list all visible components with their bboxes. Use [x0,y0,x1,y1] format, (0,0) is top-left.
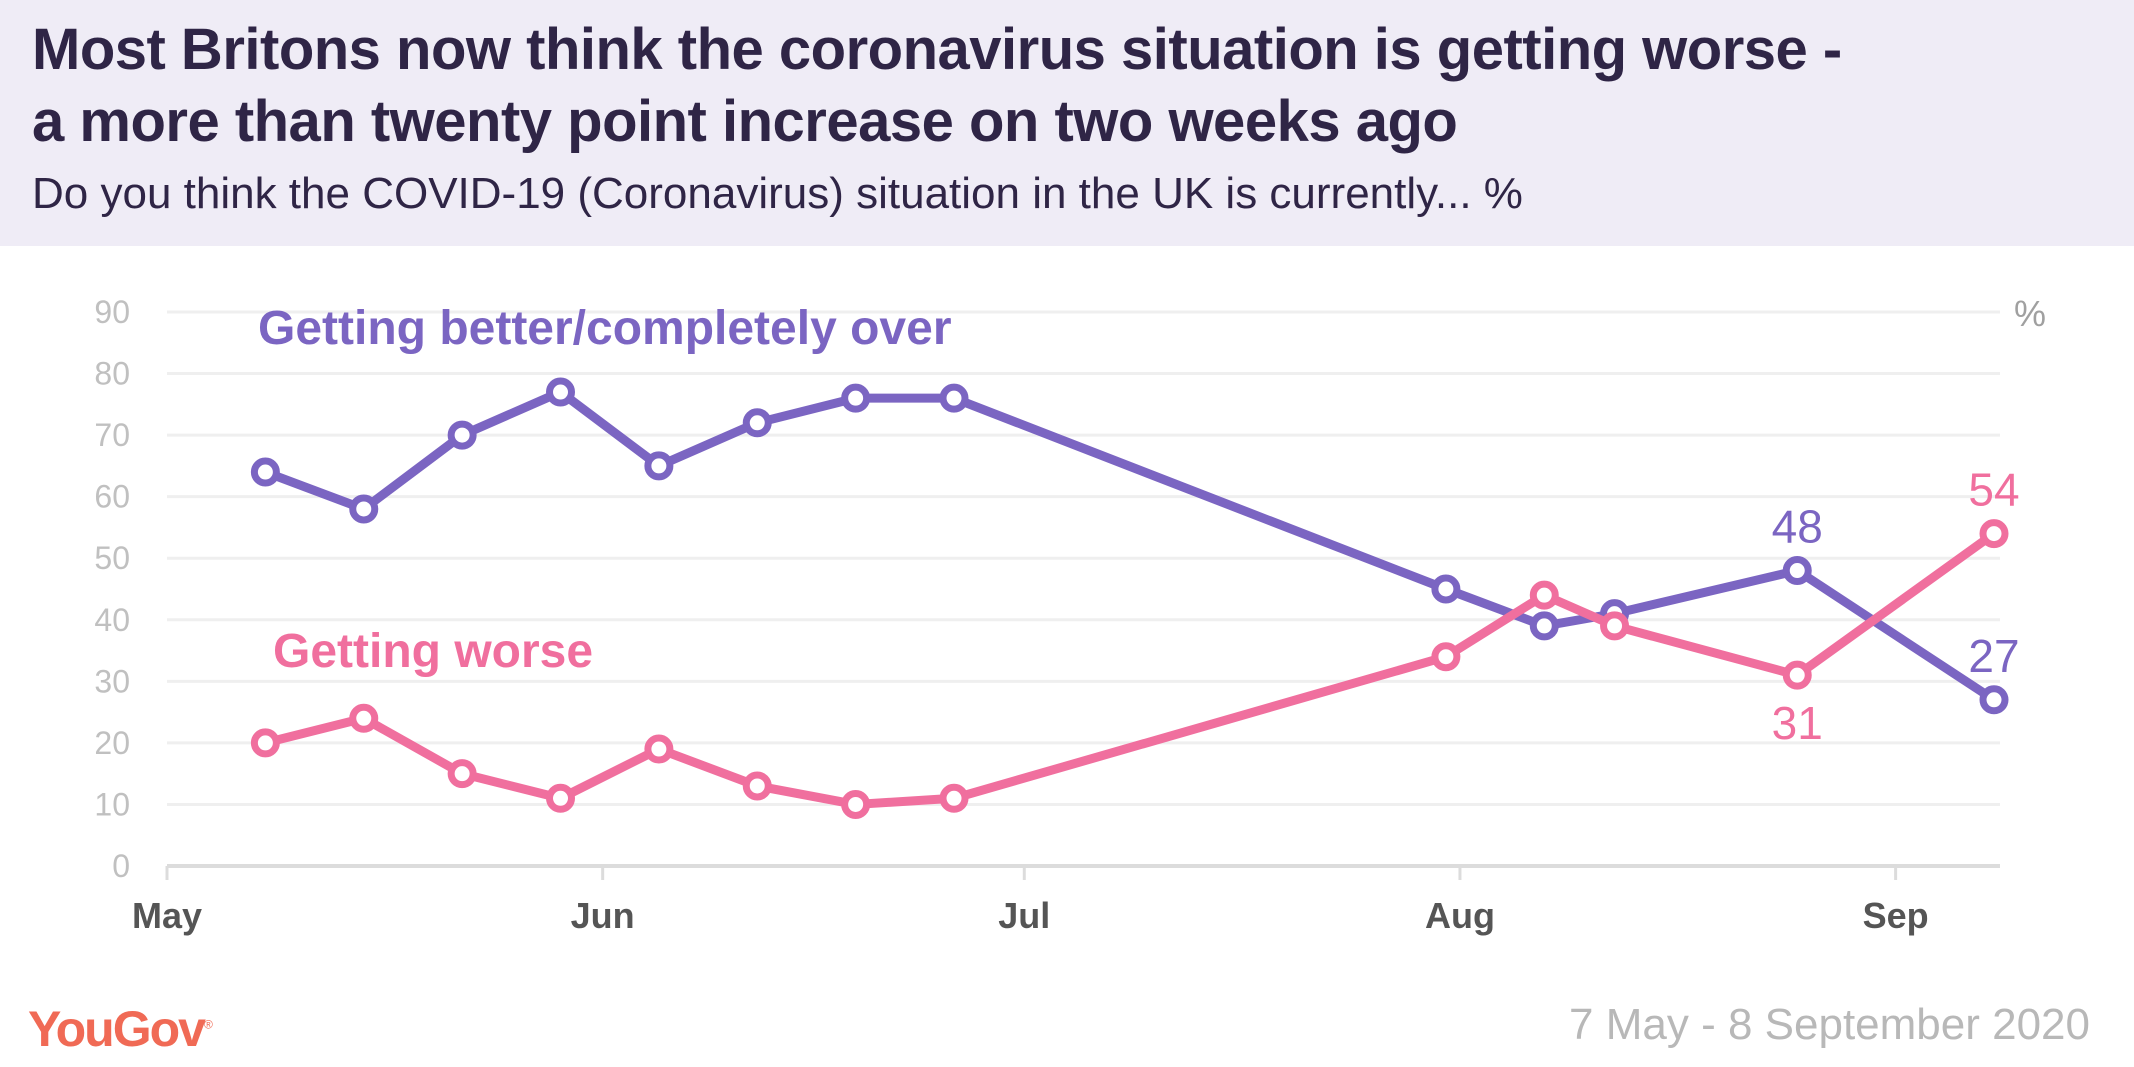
data-point [250,728,280,758]
data-point [447,759,477,789]
x-tick-label: Jul [998,895,1050,936]
gridlines [167,310,2000,806]
y-tick-label: 40 [94,602,130,638]
data-point [841,789,871,819]
y-tick-label: 50 [94,540,130,576]
x-axis: May Jun Jul Aug Sep [132,864,2000,936]
data-point [546,783,576,813]
series-label-worse: Getting worse [273,625,593,678]
data-point [546,377,576,407]
data-point [1529,580,1559,610]
data-point [1431,642,1461,672]
data-point [1979,685,2009,715]
y-tick-label: 80 [94,356,130,392]
data-point [742,408,772,438]
x-tick-label: Sep [1863,895,1929,936]
x-tick-label: Jun [571,895,635,936]
data-point [939,383,969,413]
y-axis: 0 10 20 30 40 50 60 70 80 90% [94,293,2046,884]
data-point [644,451,674,481]
y-tick-label: 20 [94,725,130,761]
data-point [742,771,772,801]
data-point [644,734,674,764]
data-point [1782,556,1812,586]
data-point [939,783,969,813]
chart-subtitle: Do you think the COVID-19 (Coronavirus) … [32,169,1523,218]
series-label-better: Getting better/completely over [258,302,952,355]
data-label: 31 [1772,697,1823,749]
data-point [1431,574,1461,604]
chart-title: Most Britons now think the coronavirus s… [32,14,1842,158]
date-range: 7 May - 8 September 2020 [1569,1000,2090,1049]
data-point [1782,660,1812,690]
logo-registered-mark: ® [203,1017,213,1032]
data-point [1600,611,1630,641]
series-group [250,377,2009,819]
x-tick-label: Aug [1425,895,1495,936]
chart-title-line-1: Most Britons now think the coronavirus s… [32,17,1842,82]
x-tick-label: May [132,895,202,936]
y-tick-label: 70 [94,417,130,453]
data-point [1529,611,1559,641]
data-label: 48 [1772,501,1823,553]
yougov-logo: YouGov® [28,1000,213,1058]
y-tick-label: 0 [112,848,130,884]
data-point [1979,519,2009,549]
data-point [250,457,280,487]
chart-header: Most Britons now think the coronavirus s… [0,0,2134,246]
unit-label: % [2014,293,2046,334]
y-tick-label: 60 [94,479,130,515]
data-point [447,420,477,450]
data-point [349,494,379,524]
y-tick-label: 30 [94,663,130,699]
data-point [841,383,871,413]
data-label: 27 [1968,630,2019,682]
data-point [349,703,379,733]
data-label: 54 [1968,464,2019,516]
y-tick-label: 10 [94,786,130,822]
chart-title-line-2: a more than twenty point increase on two… [32,89,1458,154]
line-chart: 0 10 20 30 40 50 60 70 80 90% May Jun Jul Aug Sep 48 2… [94,293,2046,936]
y-tick-label: 90 [94,294,130,330]
labels-group: 48 27 31 54 Getting better/completely over Ge… [258,302,2020,749]
logo-text: YouGov [28,1001,206,1057]
